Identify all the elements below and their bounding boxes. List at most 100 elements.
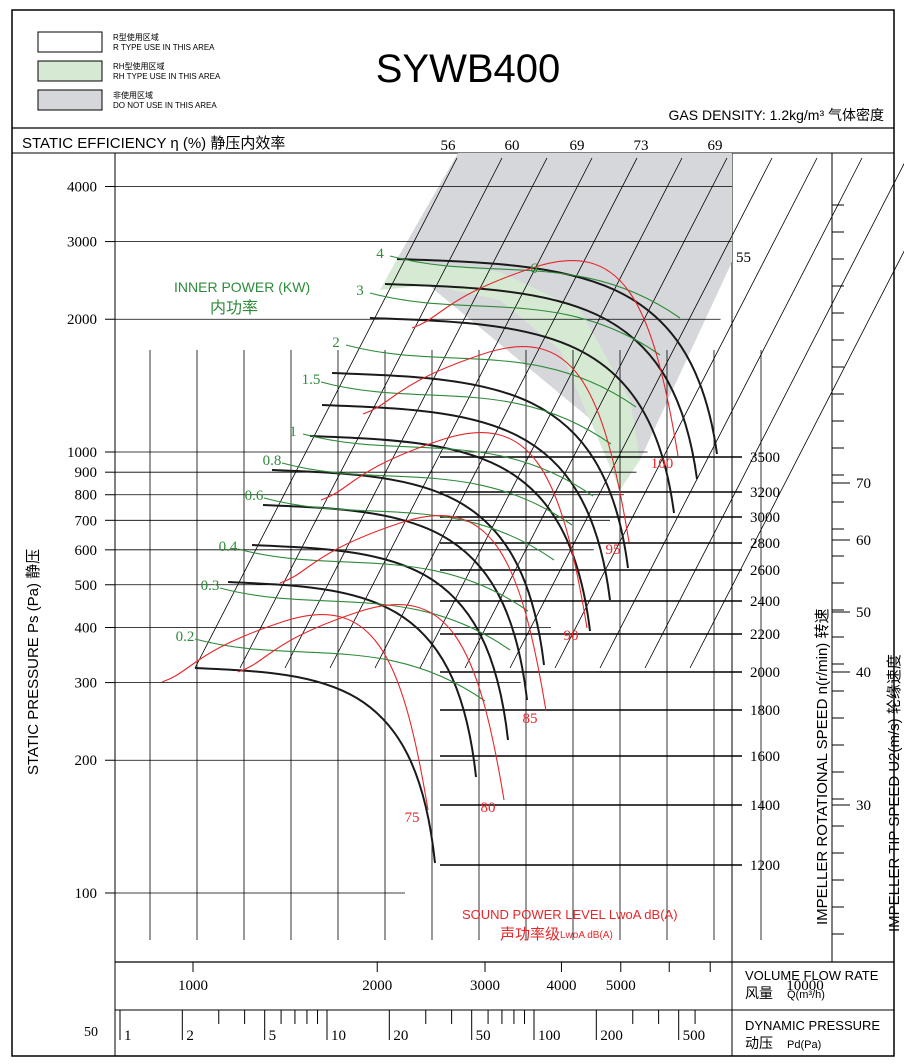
speed-tick-label: 1400 xyxy=(750,798,780,814)
power-line xyxy=(281,462,573,526)
legend-rh-en: RH TYPE USE IN THIS AREA xyxy=(113,72,221,81)
grid-oblique-line xyxy=(374,157,638,669)
power-label: 3 xyxy=(356,283,364,299)
grid-oblique-line xyxy=(284,157,548,669)
sound-label: 90 xyxy=(564,628,579,644)
flow-tick-label: 3000 xyxy=(470,978,500,994)
speed-tick-label: 3500 xyxy=(750,450,780,466)
tip-tick-label: 40 xyxy=(856,665,871,681)
efficiency-tick-label: 69 xyxy=(570,138,585,154)
grid-oblique-line xyxy=(599,157,863,669)
legend: R型使用区域 R TYPE USE IN THIS AREA RH型使用区域 R… xyxy=(37,31,221,111)
power-line xyxy=(219,587,511,651)
flow-tick-label: 10000 xyxy=(786,978,824,994)
speed-tick-label: 1200 xyxy=(750,858,780,874)
power-label: 0.2 xyxy=(176,629,195,645)
power-line xyxy=(237,548,529,612)
sound-label: 85 xyxy=(523,711,538,727)
flow-axis-title-cn: 风量 xyxy=(745,985,773,1001)
y-tick-label: 3000 xyxy=(67,235,97,251)
performance-curve xyxy=(384,283,698,480)
flow-axis-title-en: VOLUME FLOW RATE xyxy=(745,968,879,983)
y-tick-label: 200 xyxy=(75,753,98,769)
efficiency-tick-label: 73 xyxy=(634,138,649,154)
sound-label: 75 xyxy=(405,810,420,826)
power-label: 6 xyxy=(530,261,538,277)
legend-r-cn: R型使用区域 xyxy=(113,32,159,42)
chart-labels: 100 200 300 400 500 600 700 800 900 1000 2000 3000 4… xyxy=(67,138,871,1044)
legend-no-use-cn: 非使用区域 xyxy=(113,90,153,100)
y-tick-label: 300 xyxy=(75,676,98,692)
sound-line xyxy=(237,603,505,801)
pd-tick-label: 20 xyxy=(393,1028,408,1044)
y-axis-title: STATIC PRESSURE Ps (Pa) 静压 xyxy=(25,549,42,775)
sound-label: 95 xyxy=(606,542,621,558)
speed-tick-label: 1800 xyxy=(750,703,780,719)
power-label: 1.5 xyxy=(302,372,321,388)
power-label: 0.8 xyxy=(263,453,282,469)
performance-curve xyxy=(194,667,436,864)
pd-tick-label: 1 xyxy=(124,1028,132,1044)
power-line xyxy=(263,497,555,561)
legend-r-en: R TYPE USE IN THIS AREA xyxy=(113,43,215,52)
performance-curve xyxy=(309,435,591,632)
performance-curve xyxy=(321,404,611,601)
pd-tick-label: 50 xyxy=(476,1028,491,1044)
y-tick-label: 500 xyxy=(75,578,98,594)
dynamic-axis-unit: Pd(Pa) xyxy=(787,1039,821,1051)
dynamic-axis-title-cn: 动压 xyxy=(745,1035,773,1051)
grid-oblique-line xyxy=(509,157,773,669)
flow-axis-unit: Q(m³/h) xyxy=(787,989,825,1001)
efficiency-tick-label: 56 xyxy=(441,138,457,154)
tip-tick-label: 50 xyxy=(856,605,871,621)
flow-tick-label: 4000 xyxy=(546,978,576,994)
sound-line xyxy=(362,345,630,543)
pd-tick-label: 200 xyxy=(600,1028,623,1044)
power-line xyxy=(389,255,681,319)
y-tick-label: 700 xyxy=(75,513,98,529)
sound-line xyxy=(279,514,547,712)
sound-line xyxy=(320,431,588,629)
legend-no-use-en: DO NOT USE IN THIS AREA xyxy=(113,101,217,110)
y-tick-label: 400 xyxy=(75,620,98,636)
dynamic-axis-title-en: DYNAMIC PRESSURE xyxy=(745,1018,880,1033)
performance-curve xyxy=(271,469,545,666)
pd-tick-label: 100 xyxy=(538,1028,561,1044)
sound-title-cn: 声功率级 xyxy=(500,925,560,943)
model-title: SYWB400 xyxy=(376,47,561,91)
speed-tick-label: 2600 xyxy=(750,563,780,579)
chart-curves xyxy=(161,255,718,864)
dynamic-left-label: 50 xyxy=(84,1025,98,1040)
power-label: 0.4 xyxy=(219,539,238,555)
pd-tick-label: 2 xyxy=(186,1028,194,1044)
speed-tick-label: 1600 xyxy=(750,749,780,765)
sound-title-unit: LwoA dB(A) xyxy=(560,930,613,941)
tip-speed-axis-title: IMPELLER TIP SPEED U2(m/s) 轮缘速度 xyxy=(886,654,903,932)
tip-tick-label: 30 xyxy=(856,798,871,814)
sound-title-en: SOUND POWER LEVEL LwoA dB(A) xyxy=(462,907,678,922)
power-line xyxy=(369,292,661,356)
y-tick-label: 600 xyxy=(75,543,98,559)
efficiency-tick-label: 69 xyxy=(708,138,723,154)
y-tick-label: 2000 xyxy=(67,312,97,328)
outer-frame xyxy=(11,9,895,1057)
y-tick-label: 100 xyxy=(75,886,98,902)
performance-curve xyxy=(369,317,675,514)
power-line xyxy=(194,638,486,702)
speed-tick-label: 3200 xyxy=(750,485,780,501)
pd-tick-label: 10 xyxy=(331,1028,346,1044)
inner-power-title-en: INNER POWER (KW) xyxy=(174,279,310,295)
power-line xyxy=(302,433,594,497)
grid-oblique-line xyxy=(689,250,904,669)
legend-rh-cn: RH型使用区域 xyxy=(113,61,165,71)
tip-tick-label: 70 xyxy=(856,476,871,492)
grid-oblique-line xyxy=(239,157,503,669)
grid-oblique-line xyxy=(464,157,728,669)
inner-power-title-cn: 内功率 xyxy=(210,299,258,317)
performance-curve xyxy=(396,258,718,455)
legend-swatch-rh xyxy=(37,60,103,82)
grid-oblique-line xyxy=(554,157,818,669)
speed-tick-label: 2200 xyxy=(750,627,780,643)
efficiency-title: STATIC EFFICIENCY η (%) 静压内效率 xyxy=(22,135,285,152)
